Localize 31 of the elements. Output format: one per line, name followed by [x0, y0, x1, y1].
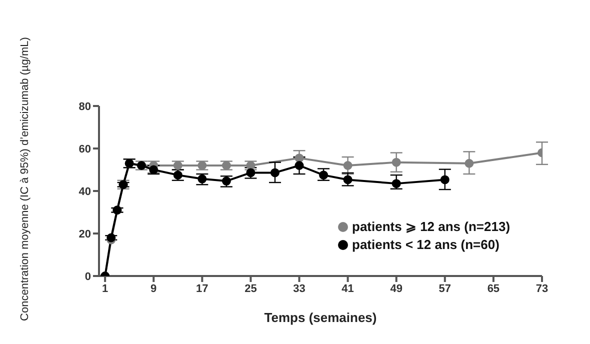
x-tick-label: 65 [487, 282, 500, 295]
point [343, 175, 352, 184]
x-tick-label: 41 [342, 282, 354, 295]
point [222, 161, 231, 170]
y-axis-title: Concentration moyenne (IC à 95%) d’emicizumab (µg/mL) [19, 37, 31, 321]
x-tick-label: 9 [150, 282, 157, 295]
point [270, 168, 280, 178]
y-tick-label: 0 [84, 270, 91, 283]
point [319, 170, 328, 180]
y-tick-label: 60 [78, 143, 91, 156]
x-tick-label: 49 [390, 282, 402, 295]
point [294, 154, 304, 163]
point [392, 158, 401, 167]
point [464, 158, 474, 168]
point [222, 176, 231, 186]
x-axis-title: Temps (semaines) [264, 310, 377, 325]
x-tick-label: 17 [196, 282, 208, 295]
y-tick-label: 20 [78, 228, 91, 240]
y-tick-label: 80 [78, 100, 91, 113]
point [294, 161, 304, 170]
legend-label: patients < 12 ans (n=60) [352, 237, 500, 252]
x-tick-label: 25 [244, 282, 257, 295]
point [440, 175, 450, 184]
x-tick-label: 73 [536, 282, 548, 295]
x-tick-label: 1 [102, 282, 108, 295]
point [343, 161, 352, 170]
y-tick-label: 40 [78, 186, 91, 198]
x-tick-label: 57 [438, 282, 452, 295]
point [392, 179, 401, 188]
x-tick-label: 33 [293, 282, 306, 295]
legend-label: patients ⩾ 12 ans (n=213) [352, 219, 510, 234]
